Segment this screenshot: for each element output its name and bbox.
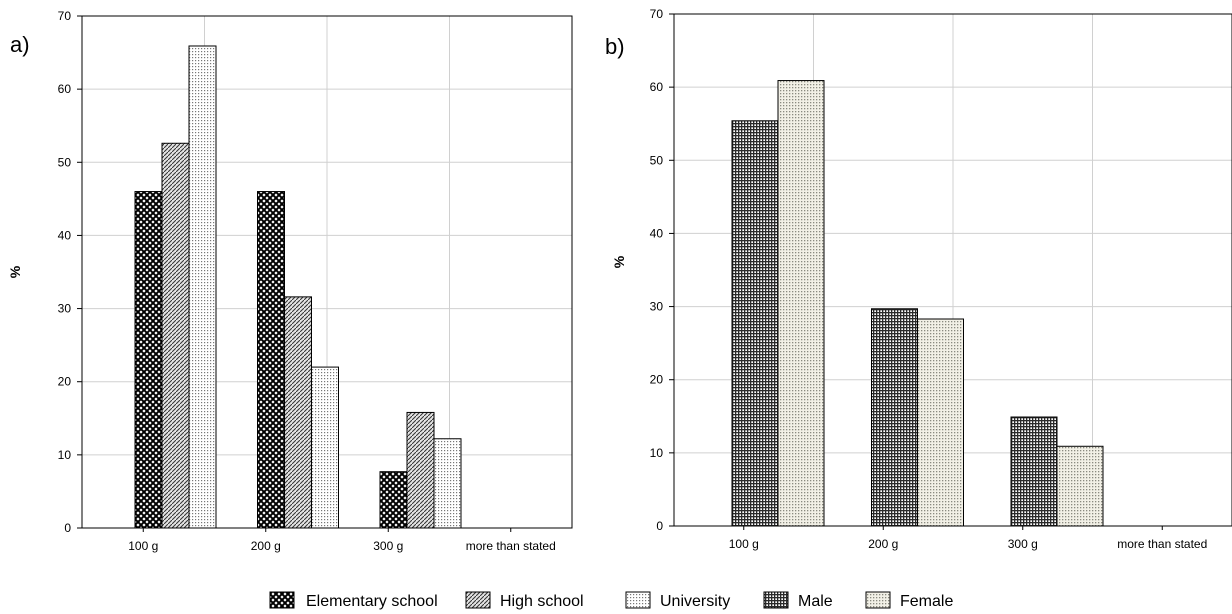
plot-frame-a bbox=[81, 15, 573, 529]
x-tick-label-a: 300 g bbox=[373, 539, 403, 553]
bar-a-crosshatch-dark-0 bbox=[134, 191, 163, 529]
y-tick-label-b: 70 bbox=[650, 7, 664, 21]
x-tick-label-b: more than stated bbox=[1117, 537, 1207, 551]
chart-panel-b: b) % 0 10 20 30 40 50 60 70 100 g 200 g 300 g more … bbox=[605, 7, 1232, 551]
y-tick-label-a: 50 bbox=[58, 155, 72, 169]
legend-label-university: University bbox=[660, 593, 730, 610]
y-tick-label-b: 30 bbox=[650, 300, 664, 314]
y-tick-label-a: 70 bbox=[58, 9, 72, 23]
bar-a-crosshatch-dark-2 bbox=[379, 471, 408, 529]
y-tick-label-b: 40 bbox=[650, 226, 664, 240]
legend-label-high-school: High school bbox=[500, 593, 584, 610]
legend-swatch-male bbox=[763, 591, 789, 609]
panel-label-b: b) bbox=[605, 34, 625, 59]
y-tick-label-a: 10 bbox=[58, 448, 72, 462]
y-tick-label-b: 50 bbox=[650, 153, 664, 167]
y-tick-label-a: 30 bbox=[58, 302, 72, 316]
chart-panel-a: a) % 0 10 20 30 40 50 60 70 100 g 200 g 300 g more … bbox=[7, 9, 573, 553]
legend-swatch-university bbox=[625, 591, 651, 609]
x-tick-label-b: 100 g bbox=[729, 537, 759, 551]
y-tick-label-a: 60 bbox=[58, 82, 72, 96]
y-tick-label-a: 20 bbox=[58, 375, 72, 389]
x-tick-label-a: 200 g bbox=[251, 539, 281, 553]
plot-frame-b bbox=[673, 13, 1232, 527]
bar-b-grid-dark-1 bbox=[871, 308, 918, 527]
y-tick-label-b: 10 bbox=[650, 446, 664, 460]
legend-swatch-female bbox=[865, 591, 891, 609]
legend-swatch-elementary bbox=[269, 591, 295, 609]
y-tick-label-a: 0 bbox=[64, 521, 71, 535]
y-axis-label-b: % bbox=[611, 255, 627, 268]
bar-b-grid-dark-0 bbox=[731, 120, 779, 527]
panel-label-a: a) bbox=[10, 32, 30, 57]
y-tick-label-b: 20 bbox=[650, 373, 664, 387]
legend-label-elementary: Elementary school bbox=[306, 593, 438, 610]
bar-a-diagonal-1 bbox=[284, 296, 312, 529]
y-tick-label-a: 40 bbox=[58, 228, 72, 242]
bar-b-grid-dark-2 bbox=[1010, 416, 1058, 527]
legend-label-male: Male bbox=[798, 593, 833, 610]
legend-swatch-high-school bbox=[465, 591, 491, 609]
x-tick-label-a: more than stated bbox=[466, 539, 556, 553]
bar-a-crosshatch-dark-1 bbox=[257, 191, 285, 529]
x-tick-label-b: 200 g bbox=[868, 537, 898, 551]
x-tick-label-a: 100 g bbox=[128, 539, 158, 553]
bar-a-dots-light-2 bbox=[433, 438, 462, 529]
bar-b-grid-light-1 bbox=[917, 318, 964, 527]
y-tick-label-b: 0 bbox=[656, 519, 663, 533]
y-axis-label-a: % bbox=[7, 265, 23, 278]
bar-a-diagonal-2 bbox=[406, 411, 435, 529]
bar-b-grid-light-2 bbox=[1056, 445, 1104, 527]
legend: Elementary school High school University… bbox=[269, 591, 953, 610]
y-tick-label-b: 60 bbox=[650, 80, 664, 94]
x-tick-label-b: 300 g bbox=[1008, 537, 1038, 551]
bar-a-dots-light-0 bbox=[188, 45, 217, 529]
bar-a-diagonal-0 bbox=[161, 142, 190, 529]
bar-a-dots-light-1 bbox=[311, 366, 339, 529]
legend-label-female: Female bbox=[900, 593, 953, 610]
bar-b-grid-light-0 bbox=[777, 80, 825, 527]
